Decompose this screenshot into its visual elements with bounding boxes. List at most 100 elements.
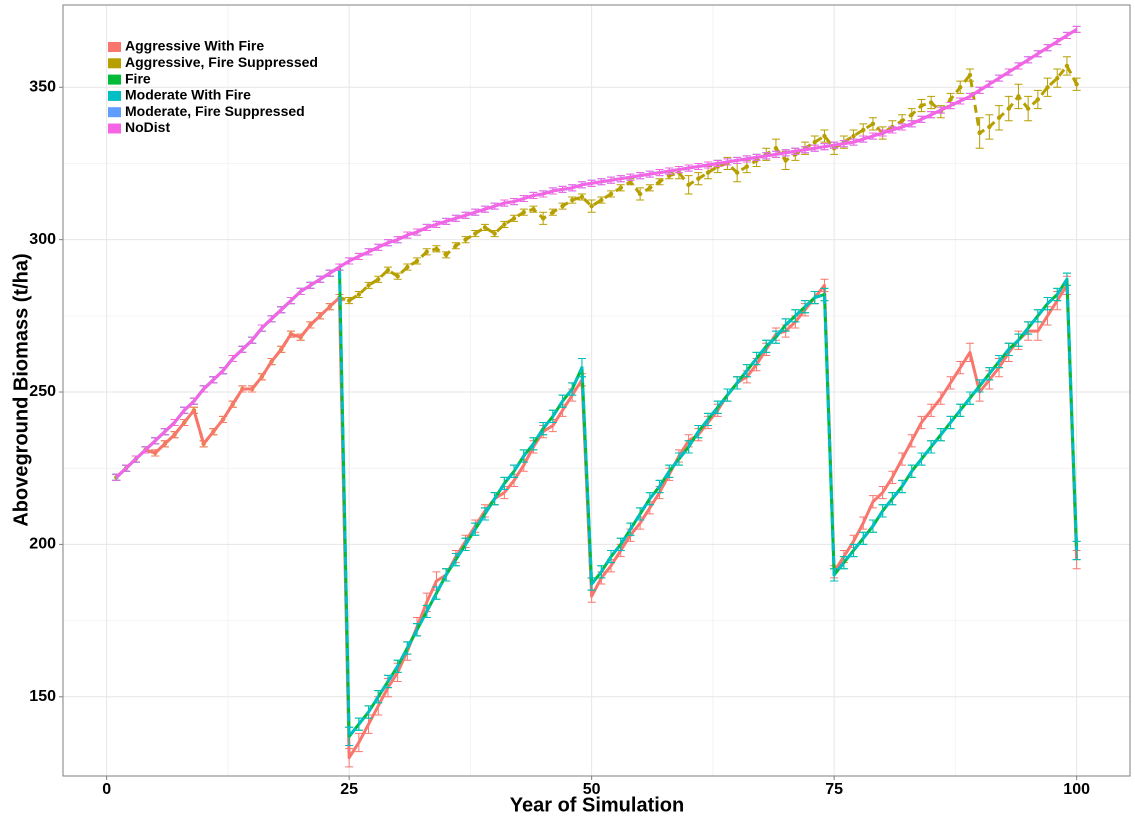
point <box>705 170 711 175</box>
point <box>870 121 876 127</box>
error-bar <box>762 339 771 353</box>
legend-swatch <box>108 74 121 85</box>
point <box>647 185 653 191</box>
axes: 0 25 50 75 100 150 200 250 300 350 <box>29 78 1090 798</box>
point <box>744 164 750 169</box>
point <box>540 216 546 221</box>
point <box>550 210 556 215</box>
x-tick-label: 50 <box>583 781 601 798</box>
point <box>385 267 391 273</box>
plot-border <box>62 4 1131 777</box>
series-line <box>115 283 1079 760</box>
legend-swatch <box>108 90 121 101</box>
point <box>599 197 604 203</box>
point <box>589 203 594 209</box>
point <box>987 124 992 130</box>
x-axis-title: Year of Simulation <box>510 794 684 816</box>
point <box>356 292 362 297</box>
x-tick-label: 25 <box>340 781 358 798</box>
point <box>948 97 953 102</box>
y-tick-label: 300 <box>29 231 56 248</box>
point <box>1074 82 1079 87</box>
legend-swatch <box>108 58 121 69</box>
legend-swatch <box>108 42 121 52</box>
point <box>1064 63 1070 69</box>
point <box>453 243 459 248</box>
series <box>112 25 1081 481</box>
point <box>443 252 449 258</box>
point <box>405 264 410 270</box>
point <box>502 222 507 227</box>
point <box>861 127 866 133</box>
point <box>686 182 691 187</box>
series-line <box>115 28 1078 479</box>
legend-label: NoDist <box>125 119 170 135</box>
error-bar <box>1033 309 1042 323</box>
error-bar <box>839 556 848 570</box>
point <box>531 206 536 212</box>
point <box>473 231 478 236</box>
legend-label: Moderate With Fire <box>125 87 251 103</box>
point <box>463 237 468 242</box>
point <box>618 185 623 191</box>
point <box>511 216 517 221</box>
point <box>414 258 420 264</box>
y-tick-label: 350 <box>29 78 56 95</box>
error-bar <box>927 440 936 454</box>
point <box>346 298 352 303</box>
point <box>657 179 662 184</box>
error-bar <box>965 391 974 405</box>
point <box>812 139 817 145</box>
error-bar <box>888 492 897 506</box>
point <box>919 103 924 108</box>
legend-label: Aggressive, Fire Suppressed <box>125 54 318 70</box>
legend-label: Moderate, Fire Suppressed <box>125 103 305 119</box>
y-tick-label: 150 <box>29 688 56 705</box>
point <box>1035 97 1041 102</box>
point <box>734 170 740 175</box>
point <box>434 246 439 251</box>
plot-marks <box>112 25 1081 768</box>
point <box>773 146 779 151</box>
error-bar <box>771 330 780 344</box>
point <box>366 283 371 288</box>
point <box>977 130 982 136</box>
point <box>482 225 488 230</box>
y-axis-title: Aboveground Biomass (t/ha) <box>10 253 32 526</box>
point <box>909 112 914 117</box>
point <box>1006 106 1011 111</box>
point <box>696 176 701 181</box>
point <box>637 191 643 197</box>
point <box>424 249 429 255</box>
error-bar <box>704 412 713 427</box>
legend-label: Aggressive With Fire <box>125 38 264 54</box>
x-tick-label: 75 <box>825 781 843 798</box>
point <box>1016 94 1021 99</box>
error-bar <box>975 379 984 393</box>
point <box>1025 106 1031 111</box>
point <box>521 210 526 215</box>
point <box>608 191 614 197</box>
legend-label: Fire <box>125 70 151 86</box>
error-bar <box>917 452 926 466</box>
legend-swatch <box>108 123 121 134</box>
legend-swatch <box>108 107 121 118</box>
point <box>395 274 400 279</box>
point <box>376 277 381 282</box>
x-tick-label: 100 <box>1063 781 1090 798</box>
x-tick-label: 0 <box>102 781 111 798</box>
point <box>1055 75 1060 81</box>
point <box>560 203 565 209</box>
point <box>492 231 497 236</box>
point <box>783 158 788 163</box>
point <box>996 115 1002 120</box>
point <box>851 133 856 139</box>
point <box>899 118 905 124</box>
error-bar <box>1024 321 1033 335</box>
point <box>958 85 963 90</box>
error-bar <box>849 543 858 558</box>
point <box>928 100 934 105</box>
